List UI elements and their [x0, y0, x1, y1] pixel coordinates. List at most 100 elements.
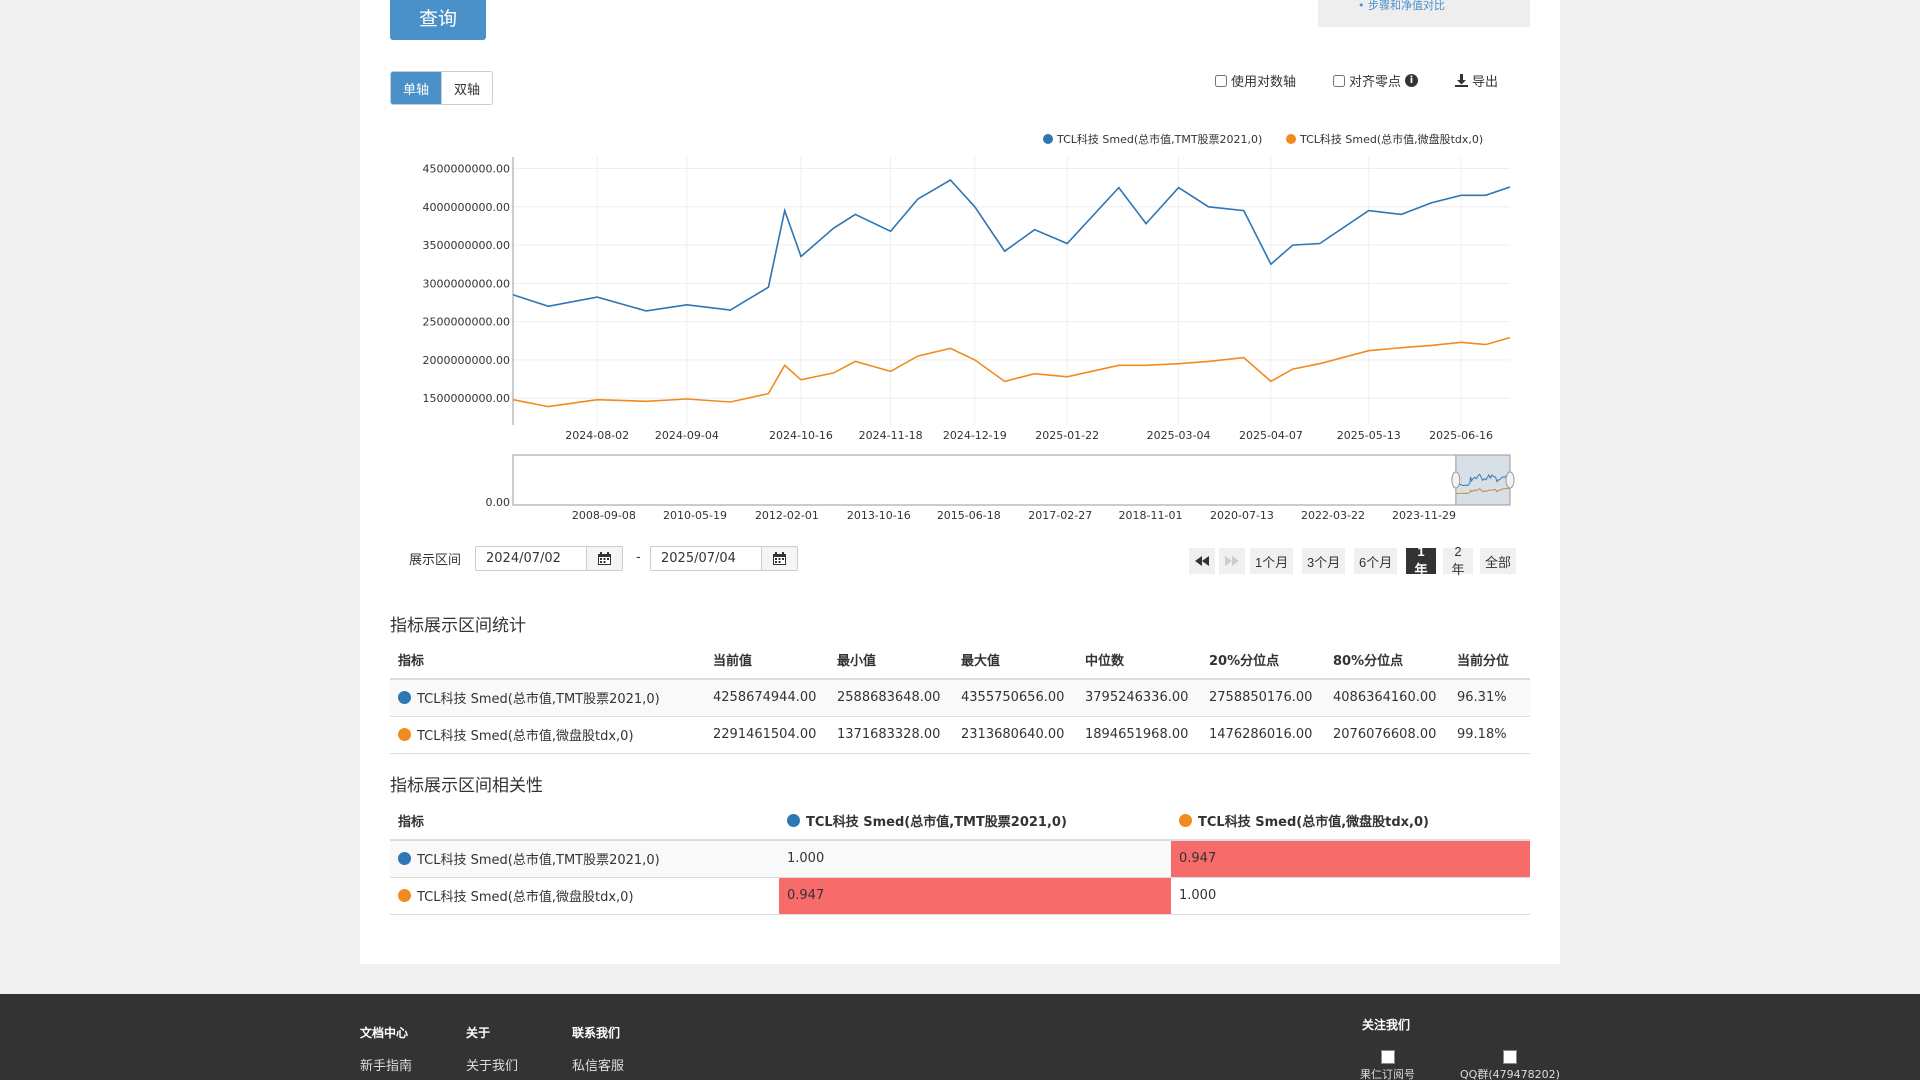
side-link[interactable]: • 步骤和净值对比: [1358, 0, 1445, 12]
footer-col-about: 关于 关于我们: [466, 1024, 518, 1074]
stats-header: 中位数: [1077, 641, 1201, 680]
stats-header: 最大值: [953, 641, 1077, 680]
range-3m-button[interactable]: 3个月: [1302, 548, 1346, 574]
corr-title: 指标展示区间相关性: [390, 776, 543, 796]
stat-cell: 3795246336.00: [1077, 679, 1201, 717]
align-zero-label: 对齐零点: [1349, 75, 1402, 90]
main-chart: TCL科技 Smed(总市值,TMT股票2021,0) TCL科技 Smed(总市…: [423, 132, 1515, 522]
date-separator: -: [636, 550, 641, 565]
corr-cell: 0.947: [779, 877, 1171, 915]
x-tick-label: 2024-08-02: [565, 429, 629, 442]
series-dot-icon: [787, 814, 800, 827]
stats-header: 最小值: [829, 641, 953, 680]
footer-link[interactable]: 新手指南: [360, 1059, 413, 1074]
legend-item: TCL科技 Smed(总市值,微盘股tdx,0): [1286, 132, 1483, 146]
navigator-frame: [512, 454, 1511, 506]
log-axis-option[interactable]: 使用对数轴: [1215, 71, 1296, 90]
download-icon: [1455, 74, 1468, 87]
x-tick-label: 2024-10-16: [769, 429, 833, 442]
stat-cell: 99.18%: [1449, 716, 1530, 754]
footer-col-contact: 联系我们 私信客服: [572, 1024, 624, 1074]
range-1y-button[interactable]: 1年: [1406, 544, 1436, 577]
x-tick-label: 2024-09-04: [655, 429, 719, 442]
info-icon[interactable]: i: [1405, 74, 1419, 87]
qr-label: QQ群(479478202): [1460, 1068, 1560, 1080]
corr-cell: 1.000: [779, 840, 1171, 878]
end-date-group[interactable]: 2025/07/04: [650, 546, 798, 571]
x-tick-label: 2024-12-19: [943, 429, 1007, 442]
footer-title: 文档中心: [360, 1026, 409, 1040]
stat-cell: 1476286016.00: [1201, 716, 1325, 754]
series-dot-icon: [398, 889, 411, 902]
calendar-icon[interactable]: [586, 547, 622, 570]
series-name: TCL科技 Smed(总市值,TMT股票2021,0): [417, 853, 660, 869]
log-axis-label: 使用对数轴: [1231, 75, 1297, 90]
axis-toggle: 单轴 双轴: [390, 71, 494, 105]
stat-cell: 96.31%: [1449, 679, 1530, 717]
legend-item: TCL科技 Smed(总市值,TMT股票2021,0): [1043, 132, 1262, 146]
footer-link[interactable]: 关于我们: [466, 1059, 519, 1074]
legend-marker: [1043, 134, 1053, 144]
end-date-input[interactable]: 2025/07/04: [651, 547, 761, 570]
x-tick-label: 2025-05-13: [1337, 429, 1401, 442]
x-tick-label: 2025-03-04: [1147, 429, 1211, 442]
forward-button[interactable]: [1219, 548, 1245, 574]
footer-title: 关于: [466, 1026, 491, 1040]
y-tick-label: 3000000000.00: [423, 277, 510, 290]
range-2y-button[interactable]: 2年: [1443, 544, 1473, 577]
stat-cell: 4258674944.00: [705, 679, 829, 717]
navigator-x-tick-label: 2015-06-18: [937, 509, 1001, 522]
table-row: TCL科技 Smed(总市值,微盘股tdx,0) 2291461504.00 1…: [390, 716, 1530, 754]
range-6m-button[interactable]: 6个月: [1354, 548, 1398, 574]
legend-label: TCL科技 Smed(总市值,TMT股票2021,0): [1056, 132, 1262, 146]
start-date-group[interactable]: 2024/07/02: [475, 546, 623, 571]
navigator-selection: [1455, 454, 1511, 506]
stats-header: 当前值: [705, 641, 829, 680]
corr-header: 指标: [390, 802, 779, 841]
align-zero-checkbox[interactable]: [1333, 74, 1345, 87]
stats-header: 当前分位: [1449, 641, 1530, 680]
export-button[interactable]: 导出: [1455, 71, 1498, 90]
legend-marker: [1286, 134, 1296, 144]
stat-cell: 1371683328.00: [829, 716, 953, 754]
query-button[interactable]: 查询: [390, 0, 486, 40]
legend-label: TCL科技 Smed(总市值,微盘股tdx,0): [1299, 132, 1483, 146]
align-zero-option[interactable]: 对齐零点 i: [1333, 71, 1419, 90]
navigator-x-tick-label: 2020-07-13: [1210, 509, 1274, 522]
side-link-box[interactable]: • 步骤和净值对比: [1318, 0, 1530, 27]
series-dot-icon: [398, 852, 411, 866]
qr-image-icon: [1380, 1050, 1395, 1064]
single-axis-button[interactable]: 单轴: [391, 72, 442, 104]
start-date-input[interactable]: 2024/07/02: [476, 547, 586, 570]
navigator-x-tick-label: 2023-11-29: [1392, 509, 1456, 522]
range-all-button[interactable]: 全部: [1480, 548, 1517, 574]
series-line: [512, 336, 1511, 408]
log-axis-checkbox[interactable]: [1215, 74, 1227, 87]
y-tick-label: 1500000000.00: [423, 392, 510, 405]
navigator-x-tick-label: 2012-02-01: [755, 509, 819, 522]
stat-cell: 4355750656.00: [953, 679, 1077, 717]
corr-col2-label: TCL科技 Smed(总市值,微盘股tdx,0): [1198, 815, 1429, 830]
navigator-x-tick-label: 2010-05-19: [663, 509, 727, 522]
stat-cell: 2313680640.00: [953, 716, 1077, 754]
calendar-icon[interactable]: [761, 547, 797, 570]
stat-cell: 2588683648.00: [829, 679, 953, 717]
series-name: TCL科技 Smed(总市值,微盘股tdx,0): [417, 729, 634, 744]
dual-axis-button[interactable]: 双轴: [441, 72, 493, 104]
footer-link[interactable]: 私信客服: [572, 1059, 625, 1074]
rewind-button[interactable]: [1189, 548, 1215, 574]
table-row: TCL科技 Smed(总市值,TMT股票2021,0) 1.000 0.947: [390, 840, 1530, 878]
navigator-series-line: [1455, 473, 1511, 487]
corr-table: 指标 TCL科技 Smed(总市值,TMT股票2021,0) TCL科技 Sme…: [390, 802, 1530, 915]
range-label: 展示区间: [409, 553, 462, 568]
y-tick-label: 4000000000.00: [423, 201, 510, 214]
footer-title: 关注我们: [1362, 1018, 1411, 1032]
stats-header: 80%分位点: [1325, 641, 1449, 680]
stat-cell: 2076076608.00: [1325, 716, 1449, 754]
table-row: TCL科技 Smed(总市值,TMT股票2021,0) 4258674944.0…: [390, 679, 1530, 717]
navigator-y-label: 0.00: [486, 496, 511, 509]
navigator-x-tick-label: 2013-10-16: [847, 509, 911, 522]
range-1m-button[interactable]: 1个月: [1250, 548, 1294, 574]
stat-cell: 4086364160.00: [1325, 679, 1449, 717]
series-name: TCL科技 Smed(总市值,微盘股tdx,0): [417, 890, 634, 905]
